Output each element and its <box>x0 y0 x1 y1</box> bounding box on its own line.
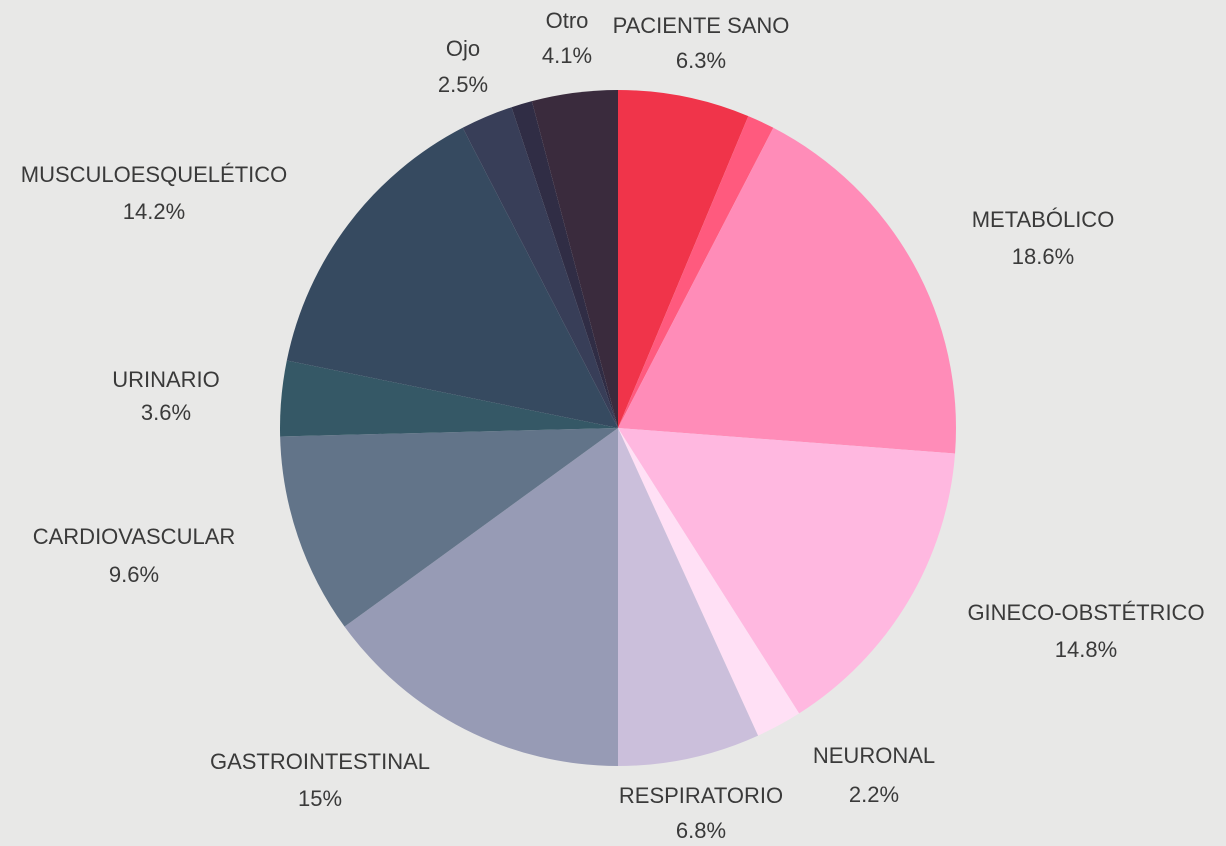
pie-slice <box>511 101 618 428</box>
slice-label: RESPIRATORIO <box>619 783 783 808</box>
slice-value-label: 6.8% <box>676 818 726 843</box>
slice-label: URINARIO <box>112 367 220 392</box>
pie-slice <box>618 127 956 454</box>
pie-slice <box>280 360 618 437</box>
pie-slice <box>618 428 956 714</box>
slice-label: Ojo <box>446 36 480 61</box>
slice-label: MUSCULOESQUELÉTICO <box>21 162 288 187</box>
pie-slice <box>462 107 618 428</box>
pie-slice <box>618 116 774 429</box>
pie-slice <box>618 428 800 736</box>
pie-slice <box>531 90 618 428</box>
slice-label: Otro <box>546 8 589 33</box>
slice-label: PACIENTE SANO <box>613 13 790 38</box>
slice-value-label: 2.5% <box>438 72 488 97</box>
pie-slice <box>618 90 749 428</box>
pie-slice <box>280 428 618 627</box>
pie-slice <box>618 428 759 766</box>
slice-value-label: 2.2% <box>849 782 899 807</box>
pie-slice <box>286 127 618 429</box>
slice-value-label: 14.8% <box>1055 637 1117 662</box>
slice-label: METABÓLICO <box>972 207 1115 232</box>
slice-value-label: 14.2% <box>123 199 185 224</box>
slice-value-label: 9.6% <box>109 562 159 587</box>
slice-value-label: 6.3% <box>676 48 726 73</box>
slice-label: NEURONAL <box>813 743 935 768</box>
pie-slice <box>344 428 618 766</box>
slice-value-label: 4.1% <box>542 43 592 68</box>
slice-label: GASTROINTESTINAL <box>210 749 430 774</box>
slice-value-label: 3.6% <box>141 400 191 425</box>
slice-label: GINECO-OBSTÉTRICO <box>967 600 1204 625</box>
slice-label: CARDIOVASCULAR <box>33 524 236 549</box>
slice-value-label: 18.6% <box>1012 244 1074 269</box>
slice-value-label: 15% <box>298 786 342 811</box>
